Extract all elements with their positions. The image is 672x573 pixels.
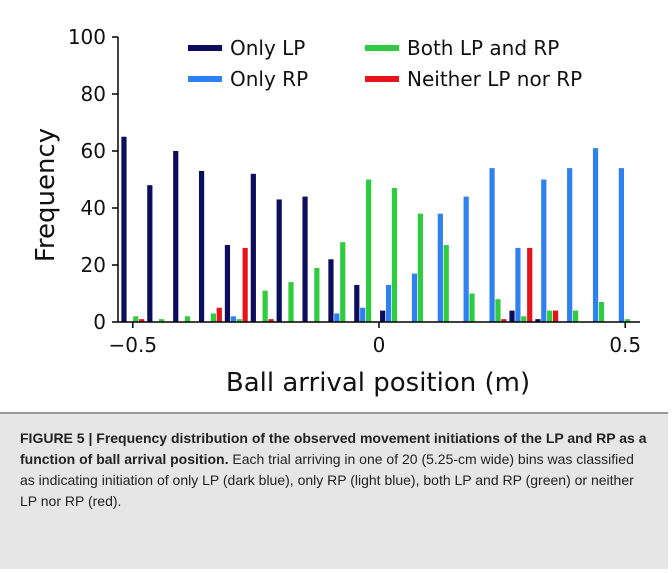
- bar: [463, 196, 469, 322]
- bar: [288, 282, 294, 322]
- caption-box: [0, 412, 668, 569]
- bar: [495, 299, 501, 322]
- bar: [391, 188, 398, 322]
- bar: [541, 179, 547, 322]
- bar: [385, 284, 392, 322]
- bar-marks: [121, 136, 630, 322]
- bar: [262, 290, 268, 322]
- bar: [334, 313, 340, 322]
- legend-swatch: [365, 76, 399, 82]
- bar: [411, 273, 418, 322]
- bar: [547, 310, 553, 322]
- bar: [437, 213, 443, 322]
- bar: [624, 319, 630, 322]
- bar: [501, 319, 507, 322]
- legend: Only LP Both LP and RP Only RP Neither LP n…: [188, 36, 582, 91]
- x-tick-label: −0.5: [108, 333, 157, 357]
- bar: [354, 284, 360, 322]
- bar: [216, 307, 222, 322]
- bar: [147, 185, 153, 322]
- bar: [242, 247, 248, 322]
- caption-label: FIGURE 5 | Frequency distribution of the…: [20, 430, 647, 467]
- bar: [535, 319, 541, 322]
- bar: [210, 313, 216, 322]
- y-tick-label: 0: [93, 310, 106, 334]
- bar: [121, 136, 127, 322]
- caption-body: Each trial arriving in one of 20 (5.25-c…: [20, 451, 634, 509]
- bar: [139, 319, 145, 322]
- bar: [360, 307, 366, 322]
- bar: [198, 170, 205, 322]
- legend-swatch: [188, 45, 222, 51]
- y-tick-label: 100: [68, 25, 106, 49]
- bar: [515, 247, 521, 322]
- y-tick-label: 40: [81, 196, 106, 220]
- bar: [598, 302, 605, 322]
- x-axis-label: Ball arrival position (m): [226, 368, 530, 398]
- bar: [302, 196, 308, 322]
- bar: [340, 242, 346, 322]
- y-tick-label: 20: [81, 253, 106, 277]
- bar: [527, 247, 533, 322]
- bar: [380, 310, 386, 322]
- legend-label: Only RP: [230, 67, 308, 91]
- bar: [328, 259, 334, 322]
- bar: [184, 316, 191, 322]
- y-tick-label: 60: [81, 139, 106, 163]
- bar: [366, 179, 372, 322]
- bar: [443, 245, 449, 322]
- legend-swatch: [365, 45, 399, 51]
- bar: [618, 168, 624, 322]
- bar: [417, 213, 423, 322]
- bar: [521, 316, 527, 322]
- legend-swatch: [188, 76, 222, 82]
- bar: [469, 293, 475, 322]
- bar: [567, 168, 573, 322]
- bar: [230, 316, 236, 322]
- y-tick-label: 80: [81, 82, 106, 106]
- bar: [572, 310, 579, 322]
- figure-caption: FIGURE 5 | Frequency distribution of the…: [20, 428, 650, 512]
- x-tick-label: 0: [373, 333, 386, 357]
- y-axis-label: Frequency: [31, 128, 61, 262]
- bar: [224, 245, 231, 322]
- bar: [173, 151, 179, 322]
- x-tick-label: 0.5: [609, 333, 641, 357]
- bar: [592, 148, 599, 322]
- bar: [236, 319, 242, 322]
- bar: [489, 168, 495, 322]
- legend-label: Neither LP nor RP: [407, 67, 582, 91]
- bar: [276, 199, 282, 322]
- bar: [552, 310, 559, 322]
- legend-label: Both LP and RP: [407, 36, 559, 60]
- bar: [250, 173, 256, 322]
- bar: [268, 319, 274, 322]
- bar: [159, 319, 165, 322]
- bar: [509, 310, 515, 322]
- bar: [133, 316, 139, 322]
- legend-label: Only LP: [230, 36, 305, 60]
- bar: [314, 267, 320, 322]
